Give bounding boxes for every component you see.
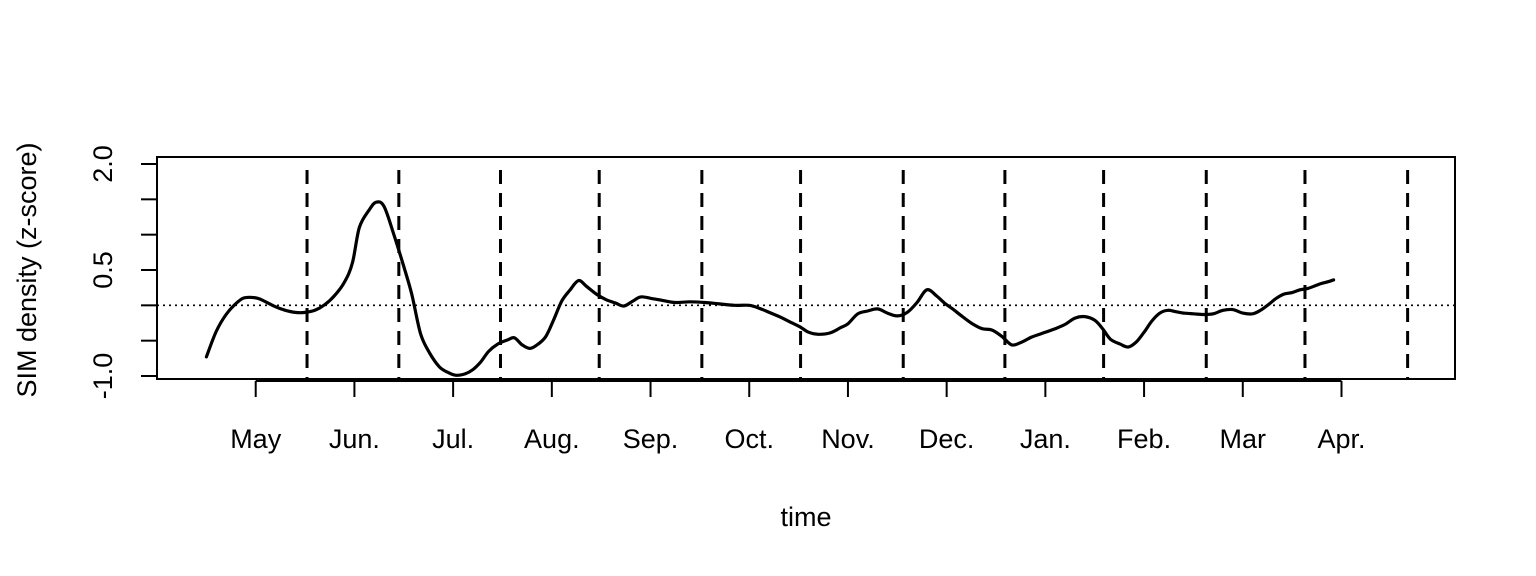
x-tick-label: Oct. <box>724 424 774 454</box>
series-group <box>204 200 1336 377</box>
y-axis: -1.0 0.5 2.0 <box>88 145 158 400</box>
reference-lines <box>157 170 1455 379</box>
x-tick-label: Jun. <box>329 424 380 454</box>
sim-density-series-line <box>204 200 1336 377</box>
x-tick-label: May <box>230 424 282 454</box>
x-tick-label: Dec. <box>919 424 975 454</box>
x-tick-label: Aug. <box>524 424 580 454</box>
x-axis: May Jun. Jul. Aug. Sep. Oct. Nov. Dec. Jan. Feb. M… <box>230 380 1366 454</box>
y-tick-label: 2.0 <box>88 145 118 183</box>
x-tick-label: Sep. <box>623 424 679 454</box>
y-axis-title: SIM density (z-score) <box>12 142 42 397</box>
x-tick-label: Feb. <box>1117 424 1171 454</box>
x-tick-label: Jul. <box>432 424 474 454</box>
x-axis-title: time <box>780 502 831 532</box>
x-tick-label: Jan. <box>1020 424 1071 454</box>
x-tick-label: Apr. <box>1317 424 1365 454</box>
x-tick-label: Nov. <box>821 424 875 454</box>
y-tick-label: 0.5 <box>88 251 118 289</box>
x-tick-label: Mar <box>1220 424 1267 454</box>
y-tick-label: -1.0 <box>88 353 118 400</box>
